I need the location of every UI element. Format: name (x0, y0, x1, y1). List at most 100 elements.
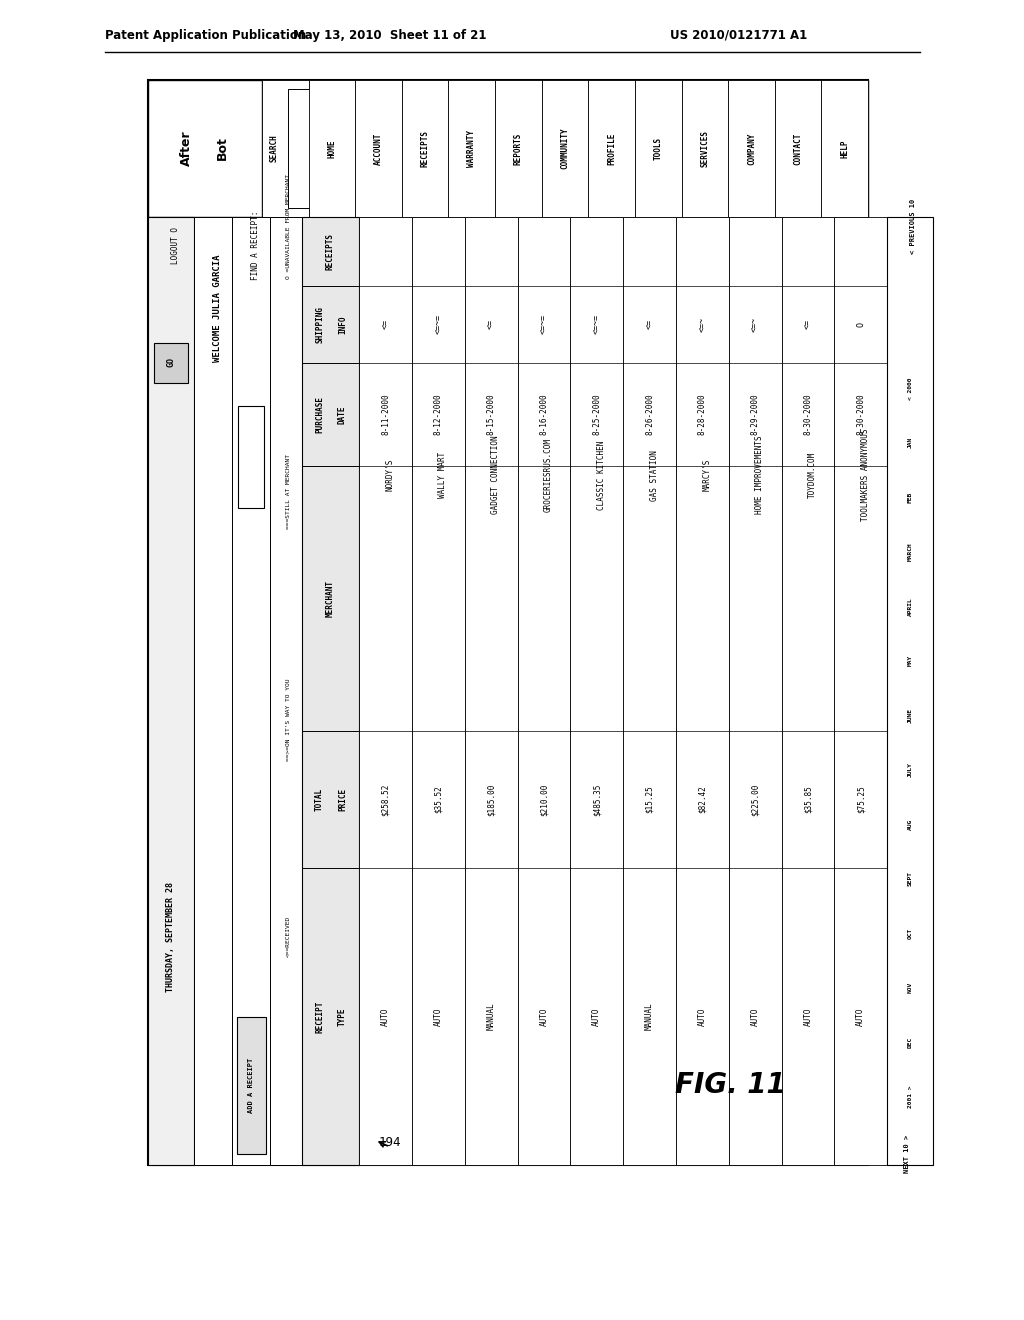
Text: AUTO: AUTO (698, 1007, 707, 1026)
Text: FIND A RECEIPT:: FIND A RECEIPT: (251, 211, 260, 280)
Text: <=: <= (381, 319, 390, 330)
Text: <=~: <=~ (698, 317, 707, 331)
Text: $485.35: $485.35 (592, 783, 601, 816)
Text: AUTO: AUTO (804, 1007, 812, 1026)
Text: US 2010/0121771 A1: US 2010/0121771 A1 (670, 29, 807, 41)
Polygon shape (465, 216, 517, 1166)
Text: ==>=ON IT'S WAY TO YOU: ==>=ON IT'S WAY TO YOU (286, 678, 291, 760)
Text: AUG: AUG (907, 818, 912, 830)
Text: GO: GO (166, 358, 175, 367)
Text: LOGOUT O: LOGOUT O (171, 227, 180, 264)
Text: O =UNAVAILABLE FROM MERCHANT: O =UNAVAILABLE FROM MERCHANT (286, 174, 291, 279)
Polygon shape (517, 216, 570, 1166)
Text: OCT: OCT (907, 928, 912, 939)
Text: GADGET CONNECTION: GADGET CONNECTION (492, 436, 500, 515)
Text: Patent Application Publication: Patent Application Publication (105, 29, 306, 41)
Polygon shape (302, 216, 359, 1166)
Text: FIG. 11: FIG. 11 (675, 1071, 785, 1100)
Text: SERVICES: SERVICES (700, 131, 710, 168)
Text: GAS STATION: GAS STATION (649, 450, 658, 500)
Text: 8-25-2000: 8-25-2000 (592, 393, 601, 436)
Text: SEARCH: SEARCH (269, 135, 279, 162)
Text: THURSDAY, SEPTEMBER 28: THURSDAY, SEPTEMBER 28 (166, 882, 175, 991)
Polygon shape (148, 81, 868, 216)
Polygon shape (542, 81, 589, 216)
Text: AUTO: AUTO (540, 1007, 549, 1026)
Text: JUNE: JUNE (907, 708, 912, 722)
Text: GROCERIESRUS.COM: GROCERIESRUS.COM (544, 438, 553, 512)
Text: AUTO: AUTO (434, 1007, 443, 1026)
Text: HOME IMPROVEMENTS: HOME IMPROVEMENTS (756, 436, 764, 515)
Text: 8-30-2000: 8-30-2000 (804, 393, 812, 436)
Text: TOTAL: TOTAL (315, 788, 325, 810)
Text: MANUAL: MANUAL (486, 1003, 496, 1031)
Polygon shape (148, 216, 194, 1166)
Text: MERCHANT: MERCHANT (326, 579, 335, 616)
Polygon shape (887, 216, 933, 1166)
Text: After: After (180, 131, 193, 166)
Text: <==RECEIVED: <==RECEIVED (286, 916, 291, 957)
Text: $185.00: $185.00 (486, 783, 496, 816)
Text: MARCH: MARCH (907, 543, 912, 561)
Text: <=~: <=~ (751, 317, 760, 331)
Text: SEPT: SEPT (907, 871, 912, 886)
Text: MAY: MAY (907, 655, 912, 667)
Text: 2001 >: 2001 > (907, 1085, 912, 1107)
Polygon shape (495, 81, 542, 216)
Text: CONTACT: CONTACT (794, 132, 803, 165)
Text: <=~=: <=~= (434, 314, 443, 334)
Text: MARCY'S: MARCY'S (702, 459, 712, 491)
Polygon shape (821, 81, 868, 216)
Text: $210.00: $210.00 (540, 783, 549, 816)
Text: COMPANY: COMPANY (746, 132, 756, 165)
Polygon shape (148, 81, 262, 216)
Text: HELP: HELP (841, 140, 849, 158)
Polygon shape (589, 81, 635, 216)
Polygon shape (270, 216, 302, 1166)
Text: 8-15-2000: 8-15-2000 (486, 393, 496, 436)
Polygon shape (359, 216, 412, 1166)
Polygon shape (570, 216, 624, 1166)
Text: 8-12-2000: 8-12-2000 (434, 393, 443, 436)
Polygon shape (238, 405, 264, 508)
Polygon shape (401, 81, 449, 216)
Text: 194: 194 (379, 1137, 401, 1150)
Text: < 2000: < 2000 (907, 378, 912, 400)
Text: AUTO: AUTO (856, 1007, 865, 1026)
Polygon shape (308, 81, 355, 216)
Polygon shape (289, 90, 314, 209)
Text: <=~=: <=~= (540, 314, 549, 334)
Bar (148, 81, 868, 1166)
Text: < PREVIOUS 10: < PREVIOUS 10 (910, 198, 916, 253)
Polygon shape (729, 216, 781, 1166)
Text: RECEIPT: RECEIPT (315, 1001, 325, 1032)
Text: SHIPPING: SHIPPING (315, 306, 325, 343)
Text: PROFILE: PROFILE (607, 132, 616, 165)
Polygon shape (194, 216, 232, 1166)
Text: TOOLS: TOOLS (653, 137, 663, 160)
Polygon shape (449, 81, 495, 216)
Text: May 13, 2010  Sheet 11 of 21: May 13, 2010 Sheet 11 of 21 (293, 29, 486, 41)
Text: AUTO: AUTO (381, 1007, 390, 1026)
Text: ===STILL AT MERCHANT: ===STILL AT MERCHANT (286, 454, 291, 528)
Text: $258.52: $258.52 (381, 783, 390, 816)
Polygon shape (232, 216, 270, 1166)
Text: 8-16-2000: 8-16-2000 (540, 393, 549, 436)
Text: PURCHASE: PURCHASE (315, 396, 325, 433)
Polygon shape (728, 81, 775, 216)
Text: RECEIPTS: RECEIPTS (326, 232, 335, 269)
Text: 8-29-2000: 8-29-2000 (751, 393, 760, 436)
Text: AUTO: AUTO (751, 1007, 760, 1026)
Text: 8-30-2000: 8-30-2000 (856, 393, 865, 436)
Text: APRIL: APRIL (907, 597, 912, 615)
Text: NORDY'S: NORDY'S (386, 459, 394, 491)
Text: $35.52: $35.52 (434, 785, 443, 813)
Polygon shape (237, 1016, 265, 1154)
Text: RECEIPTS: RECEIPTS (421, 131, 430, 168)
Text: $15.25: $15.25 (645, 785, 654, 813)
Text: DEC: DEC (907, 1036, 912, 1048)
Text: AUTO: AUTO (592, 1007, 601, 1026)
Polygon shape (262, 81, 308, 216)
Text: <=: <= (645, 319, 654, 330)
Polygon shape (676, 216, 729, 1166)
